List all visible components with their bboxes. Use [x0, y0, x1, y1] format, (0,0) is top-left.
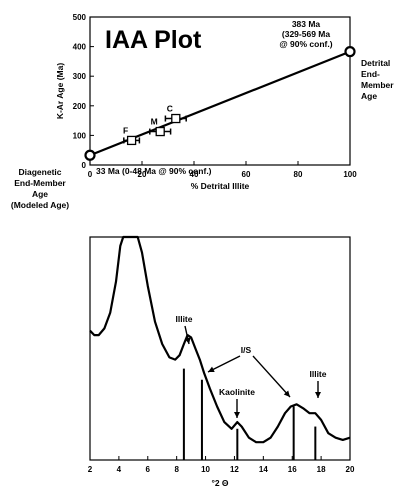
- annotation-line: (329-569 Ma: [282, 29, 330, 39]
- iaa-x-tick-label: 20: [138, 170, 147, 179]
- annotation-line: Diagenetic: [19, 167, 62, 177]
- xrd-x-tick-label: 18: [317, 465, 326, 474]
- xrd-arrow-head: [208, 366, 215, 372]
- iaa-endpoints: [84, 46, 356, 161]
- iaa-plot-frame: [89, 16, 351, 166]
- xrd-x-tick-label: 2: [88, 465, 93, 474]
- xrd-peak-label: Illite: [309, 369, 326, 379]
- iaa-y-ticks: 0 100 200 300 400 500: [73, 13, 94, 170]
- xrd-reference-lines: [182, 368, 317, 460]
- xrd-arrow-head: [283, 390, 290, 397]
- iaa-end-member-point: [344, 46, 356, 58]
- xrd-label-arrow: [252, 355, 291, 398]
- xrd-x-tick-label: 8: [174, 465, 179, 474]
- iaa-point-label: C: [167, 104, 173, 114]
- xrd-x-tick-label: 20: [346, 465, 355, 474]
- iaa-plot: IAA Plot 0 100 200 300 400 500 0 20 40 60 80 100 F…: [11, 13, 394, 210]
- xrd-peak-label: Kaolinite: [219, 387, 255, 397]
- iaa-x-axis-label: % Detrital Illite: [191, 181, 250, 191]
- annotation-line: End-: [361, 69, 380, 79]
- xrd-arrow-head: [234, 412, 240, 418]
- annotation-line: Age: [32, 189, 48, 199]
- iaa-point-label: F: [123, 125, 128, 135]
- iaa-y-tick-label: 0: [82, 161, 87, 170]
- xrd-x-tick-label: 14: [259, 465, 268, 474]
- xrd-peak-labels: Illite I/S Kaolinite Illite: [175, 314, 327, 418]
- iaa-end-member-point: [84, 149, 96, 161]
- iaa-y-tick-label: 100: [73, 131, 87, 140]
- iaa-x-tick-label: 100: [343, 170, 357, 179]
- xrd-peak-label: I/S: [241, 345, 252, 355]
- annotation-line: Age: [361, 91, 377, 101]
- annotation-line: Detrital: [361, 58, 390, 68]
- xrd-pattern-plot: 2 4 6 8 10 12 14 16 18 20 IlliteI/SKaoliniteIllit…: [88, 235, 355, 488]
- iaa-x-tick-label: 40: [190, 170, 199, 179]
- xrd-x-tick-label: 6: [146, 465, 151, 474]
- xrd-x-tick-label: 12: [230, 465, 239, 474]
- annotation-line: Member: [361, 80, 394, 90]
- upper-age-annotation: 383 Ma (329-569 Ma @ 90% conf.): [279, 19, 332, 49]
- iaa-point-label: M: [151, 117, 158, 127]
- diagenetic-end-member-label: Diagenetic End-Member Age (Modeled Age): [11, 167, 69, 210]
- lower-age-annotation: 33 Ma (0-48 Ma @ 90% conf.): [96, 166, 212, 176]
- xrd-x-tick-label: 10: [201, 465, 210, 474]
- iaa-y-tick-label: 200: [73, 102, 87, 111]
- iaa-x-ticks: 0 20 40 60 80 100: [88, 161, 357, 179]
- annotation-line: @ 90% conf.): [279, 39, 332, 49]
- iaa-y-tick-label: 300: [73, 72, 87, 81]
- detrital-end-member-label: Detrital End-Member Age: [361, 58, 394, 101]
- xrd-peak-label: Illite: [175, 314, 192, 324]
- iaa-points: F MC: [123, 104, 187, 146]
- annotation-line: (Modeled Age): [11, 200, 69, 210]
- iaa-x-tick-label: 60: [242, 170, 251, 179]
- xrd-x-ticks: 2 4 6 8 10 12 14 16 18 20: [88, 456, 355, 474]
- iaa-y-tick-label: 400: [73, 43, 87, 52]
- iaa-x-tick-label: 0: [88, 170, 93, 179]
- xrd-x-axis-label: °2 Θ: [211, 478, 228, 488]
- xrd-arrow-head: [315, 392, 321, 398]
- xrd-x-tick-label: 4: [117, 465, 122, 474]
- iaa-data-point: [126, 135, 137, 146]
- xrd-x-tick-label: 16: [288, 465, 297, 474]
- iaa-x-tick-label: 80: [294, 170, 303, 179]
- iaa-y-axis-label: K-Ar Age (Ma): [55, 63, 65, 120]
- annotation-line: End-Member: [14, 178, 66, 188]
- xrd-plot-frame: [89, 236, 351, 461]
- annotation-line: 383 Ma: [292, 19, 321, 29]
- iaa-title: IAA Plot: [105, 26, 202, 54]
- xrd-trace: [89, 235, 351, 444]
- iaa-data-point: [155, 126, 165, 137]
- iaa-y-tick-label: 500: [73, 13, 87, 22]
- xrd-arrow-head: [184, 337, 191, 344]
- iaa-data-point: [171, 113, 181, 124]
